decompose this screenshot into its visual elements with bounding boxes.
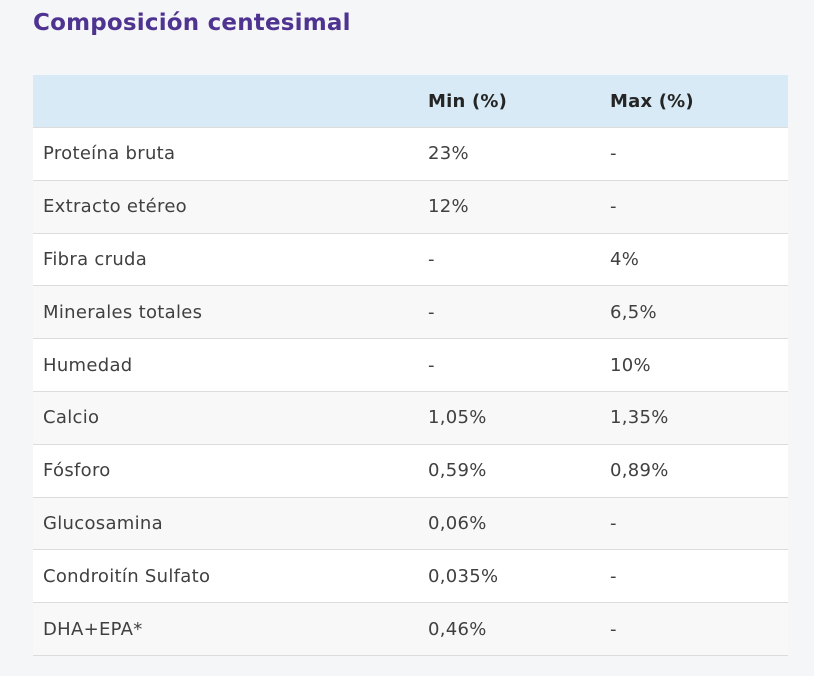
row-min-value: - <box>428 354 435 376</box>
table-row: Condroitín Sulfato 0,035% - <box>33 550 788 604</box>
row-label: DHA+EPA* <box>43 618 143 640</box>
row-label: Minerales totales <box>43 301 203 323</box>
row-min-value: 0,035% <box>428 565 499 587</box>
row-label: Glucosamina <box>43 512 163 534</box>
row-max-value: 1,35% <box>610 407 669 429</box>
table-row: Minerales totales - 6,5% <box>33 286 788 340</box>
row-label: Condroitín Sulfato <box>43 565 211 587</box>
table-body: Proteína bruta 23% - Extracto etéreo 12%… <box>33 128 788 656</box>
header-cell-min: Min (%) <box>428 90 508 112</box>
row-max-value: 10% <box>610 354 651 376</box>
table-row: Calcio 1,05% 1,35% <box>33 391 788 445</box>
composition-table: Min (%) Max (%) Proteína bruta 23% - Ext… <box>33 75 788 656</box>
row-max-value: - <box>610 565 617 587</box>
table-row: Fósforo 0,59% 0,89% <box>33 444 788 498</box>
table-row: Extracto etéreo 12% - <box>33 180 788 234</box>
row-max-value: - <box>610 618 617 640</box>
table-row: Glucosamina 0,06% - <box>33 497 788 551</box>
row-min-value: 23% <box>428 143 469 165</box>
row-max-value: 4% <box>610 248 640 270</box>
row-label: Proteína bruta <box>43 143 176 165</box>
row-max-value: 0,89% <box>610 460 669 482</box>
row-label: Extracto etéreo <box>43 196 187 218</box>
row-min-value: - <box>428 301 435 323</box>
table-header-row: Min (%) Max (%) <box>33 75 788 128</box>
row-min-value: 12% <box>428 196 469 218</box>
row-label: Calcio <box>43 407 100 429</box>
table-row: Humedad - 10% <box>33 339 788 392</box>
row-min-value: 0,06% <box>428 512 487 534</box>
page-title: Composición centesimal <box>33 10 351 36</box>
row-max-value: 6,5% <box>610 301 657 323</box>
row-min-value: 1,05% <box>428 407 487 429</box>
row-max-value: - <box>610 512 617 534</box>
row-max-value: - <box>610 143 617 165</box>
row-min-value: - <box>428 248 435 270</box>
row-max-value: - <box>610 196 617 218</box>
row-min-value: 0,46% <box>428 618 487 640</box>
row-min-value: 0,59% <box>428 460 487 482</box>
table-row: Fibra cruda - 4% <box>33 233 788 287</box>
table-row: Proteína bruta 23% - <box>33 128 788 181</box>
row-label: Fósforo <box>43 460 111 482</box>
row-label: Fibra cruda <box>43 248 148 270</box>
table-row: DHA+EPA* 0,46% - <box>33 603 788 656</box>
header-cell-max: Max (%) <box>610 90 694 112</box>
row-label: Humedad <box>43 354 133 376</box>
